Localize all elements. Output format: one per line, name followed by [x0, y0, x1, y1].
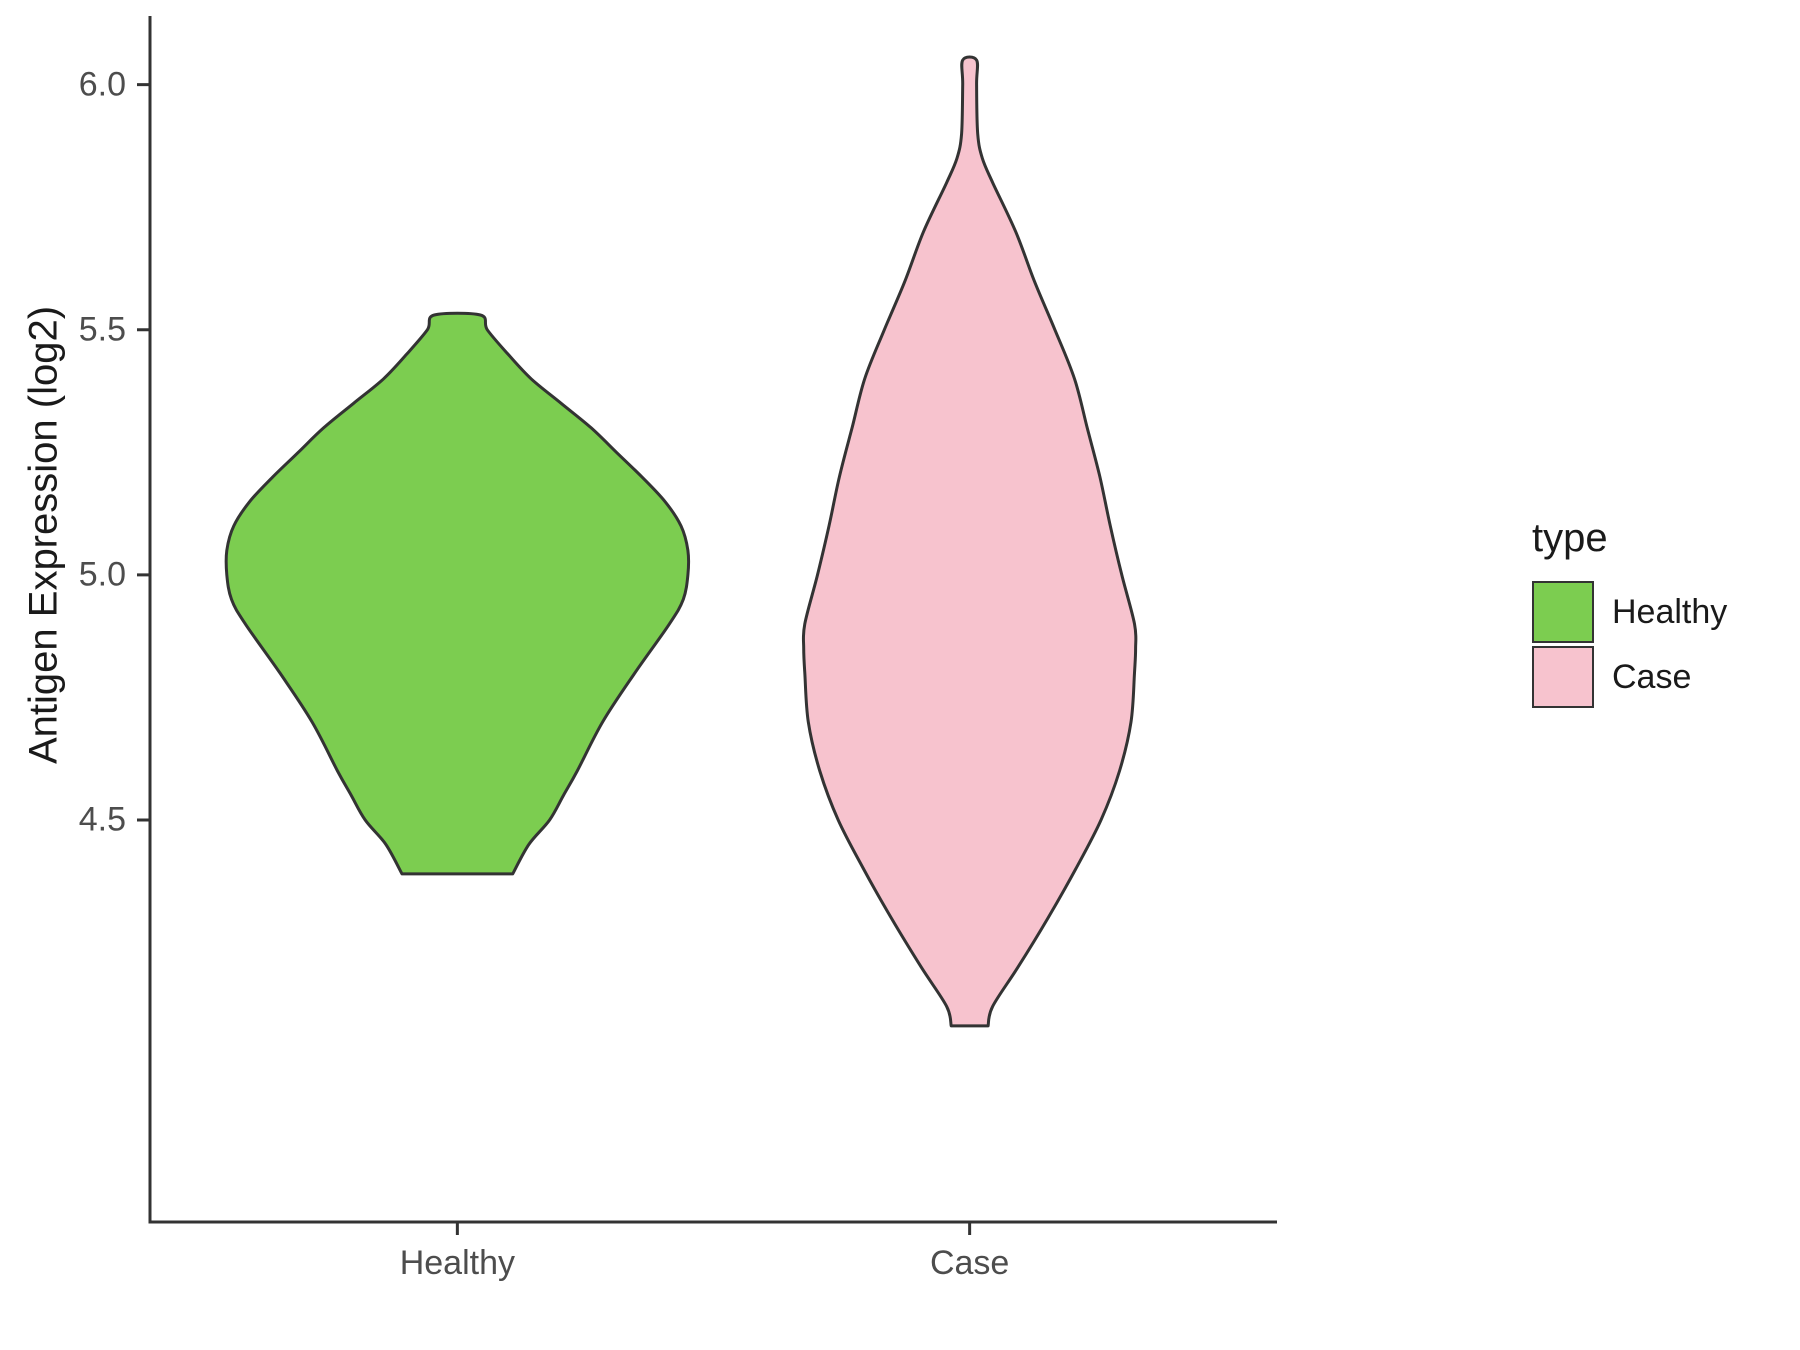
legend: type Healthy Case — [1532, 516, 1727, 711]
legend-item-case: Case — [1532, 646, 1727, 708]
legend-title: type — [1532, 516, 1608, 560]
x-tick-label-healthy: Healthy — [399, 1244, 515, 1282]
y-axis-title: Antigen Expression (log2) — [21, 305, 66, 765]
legend-swatch-case-icon — [1532, 646, 1594, 708]
legend-label-case: Case — [1612, 657, 1692, 696]
legend-swatch-healthy-icon — [1532, 581, 1594, 643]
y-tick-label-6-0: 6.0 — [78, 65, 126, 104]
y-tick-label-5-0: 5.0 — [78, 555, 126, 594]
legend-label-healthy: Healthy — [1612, 592, 1728, 631]
x-tick-label-case: Case — [929, 1244, 1010, 1282]
y-tick-label-5-5: 5.5 — [78, 310, 126, 349]
y-tick-label-4-5: 4.5 — [78, 800, 126, 839]
legend-item-healthy: Healthy — [1532, 581, 1727, 643]
